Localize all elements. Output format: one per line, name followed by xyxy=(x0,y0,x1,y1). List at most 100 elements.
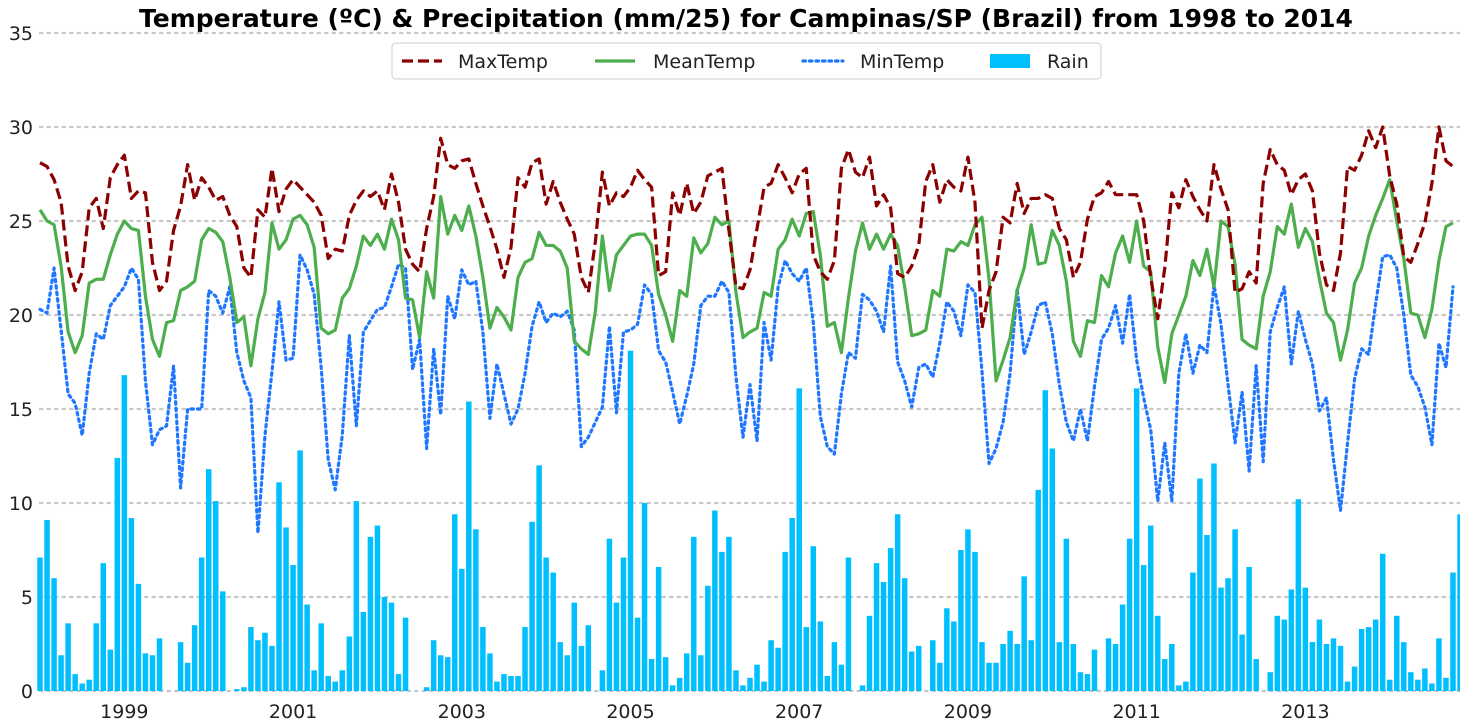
rain-bar xyxy=(213,501,219,691)
rain-bar xyxy=(1218,587,1224,691)
rain-bar xyxy=(65,623,71,691)
rain-bar xyxy=(1443,677,1449,691)
y-tick-label: 25 xyxy=(9,211,33,233)
rain-bar xyxy=(1457,514,1460,691)
rain-bar xyxy=(1225,578,1231,691)
rain-bar xyxy=(880,581,887,691)
rain-bar xyxy=(1183,681,1189,691)
rain-bar xyxy=(1021,576,1027,691)
rain-bar xyxy=(58,655,64,691)
rain-bar xyxy=(51,578,57,691)
rain-bar xyxy=(480,627,486,691)
rain-bar xyxy=(810,546,817,691)
rain-bar xyxy=(522,627,528,691)
rain-bar xyxy=(894,514,901,691)
x-tick-label: 2009 xyxy=(944,701,992,723)
rain-bar xyxy=(993,662,999,691)
rain-bar xyxy=(747,677,753,691)
y-tick-label: 15 xyxy=(9,399,33,421)
legend-box xyxy=(391,42,1102,80)
rain-bar xyxy=(550,572,556,691)
rain-bar xyxy=(283,527,289,691)
rain-bar xyxy=(754,664,760,691)
rain-bar xyxy=(1084,674,1091,691)
rain-bar xyxy=(873,563,880,691)
rain-bar xyxy=(276,482,282,691)
rain-bar xyxy=(1007,630,1013,691)
rain-bar xyxy=(937,662,943,691)
rain-bar xyxy=(831,642,838,691)
rain-bar xyxy=(733,670,739,691)
rain-bar xyxy=(578,645,585,691)
rain-bar xyxy=(1337,645,1344,691)
rain-bar xyxy=(1379,553,1386,691)
rain-bar xyxy=(1323,644,1330,691)
rain-bar xyxy=(740,685,746,691)
rain-bar xyxy=(1035,489,1041,691)
rain-bar xyxy=(676,677,683,691)
rain-bar xyxy=(1112,644,1119,691)
rain-bar xyxy=(1169,644,1175,691)
rain-bar xyxy=(726,536,732,691)
rain-bar xyxy=(508,675,514,691)
chart-title: Temperature (ºC) & Precipitation (mm/25)… xyxy=(139,4,1353,33)
rain-bar xyxy=(86,679,92,691)
rain-bar xyxy=(205,469,212,691)
y-tick-label: 5 xyxy=(21,587,33,609)
rain-bar xyxy=(641,503,648,691)
rain-bar xyxy=(241,687,247,691)
rain-bar xyxy=(220,591,226,691)
rain-bar xyxy=(262,632,268,691)
rain-bar xyxy=(958,550,964,691)
rain-bar xyxy=(915,645,922,691)
rain-bar xyxy=(437,655,444,691)
rain-bar xyxy=(1211,463,1217,691)
rain-bar xyxy=(515,675,521,691)
rain-bar xyxy=(1105,638,1112,691)
rain-bar xyxy=(452,514,458,691)
rain-bar xyxy=(845,557,852,691)
rain-bar xyxy=(1049,448,1056,691)
rain-bar xyxy=(1147,525,1154,691)
rain-bar xyxy=(972,551,978,691)
rain-bar xyxy=(269,645,275,691)
x-axis-ticks: 1999 2001 2003 2005 2007 2009 2011 2013 xyxy=(100,701,1329,723)
rain-bar xyxy=(395,674,402,691)
temperature-lines xyxy=(38,125,1455,535)
rain-bar xyxy=(1408,672,1414,691)
rain-bar xyxy=(979,642,985,691)
x-tick-label: 2003 xyxy=(438,701,486,723)
rain-bar xyxy=(930,640,936,691)
rain-bars xyxy=(37,350,1460,691)
rain-bar xyxy=(248,627,254,691)
rain-bar xyxy=(1232,529,1238,691)
rain-bar xyxy=(423,687,430,691)
rain-bar xyxy=(297,450,303,691)
rain-bar xyxy=(1274,615,1280,691)
legend-label-mintemp: MinTemp xyxy=(860,51,944,73)
rain-bar xyxy=(318,623,324,691)
rain-bar xyxy=(374,525,381,691)
rain-bar xyxy=(599,670,606,691)
rain-bar xyxy=(388,602,395,691)
rain-bar xyxy=(1126,538,1133,691)
rain-bar xyxy=(1372,619,1379,691)
rain-bar xyxy=(1070,644,1077,691)
rain-bar xyxy=(606,538,613,691)
rain-bar xyxy=(1344,681,1351,691)
rain-bar xyxy=(1077,672,1084,691)
rain-bar xyxy=(648,659,655,691)
rain-bar xyxy=(430,640,437,691)
rain-bar xyxy=(107,649,114,691)
rain-bar xyxy=(1330,638,1337,691)
rain-bar xyxy=(944,608,950,691)
rain-bar xyxy=(1028,640,1034,691)
rain-bar xyxy=(135,583,142,691)
rain-bar xyxy=(627,350,634,691)
rain-bar xyxy=(44,519,50,691)
rain-bar xyxy=(691,536,697,691)
rain-bar xyxy=(705,585,711,691)
rain-bar xyxy=(473,529,479,691)
rain-bar xyxy=(1246,566,1252,691)
y-tick-label: 10 xyxy=(9,493,33,515)
